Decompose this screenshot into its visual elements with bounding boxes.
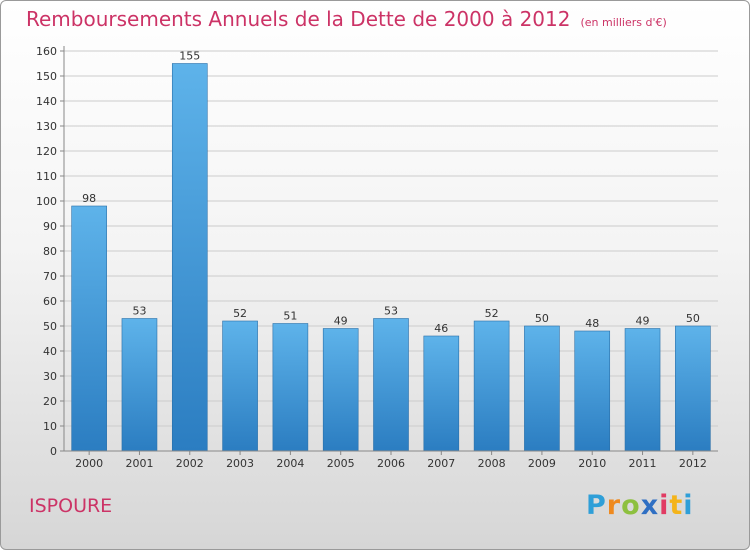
proxiti-logo: Proxiti — [586, 490, 694, 521]
commune-name: ISPOURE — [29, 495, 113, 517]
x-tick-label: 2005 — [327, 457, 355, 470]
data-label: 53 — [132, 305, 146, 318]
x-tick-label: 2002 — [176, 457, 204, 470]
data-label: 49 — [334, 315, 348, 328]
y-tick-label: 130 — [36, 120, 57, 133]
y-tick-label: 30 — [43, 370, 57, 383]
y-tick-label: 160 — [36, 45, 57, 58]
logo-letter: x — [640, 490, 660, 521]
y-tick-label: 150 — [36, 70, 57, 83]
data-label: 50 — [686, 312, 700, 325]
x-tick-label: 2009 — [528, 457, 556, 470]
x-tick-label: 2000 — [75, 457, 103, 470]
bar — [624, 328, 661, 452]
data-label: 51 — [283, 310, 297, 323]
y-tick-label: 20 — [43, 395, 57, 408]
bar — [423, 335, 460, 452]
data-label: 49 — [636, 315, 650, 328]
x-tick-label: 2001 — [125, 457, 153, 470]
bar — [675, 325, 711, 452]
bar — [272, 323, 309, 452]
x-tick-label: 2007 — [427, 457, 455, 470]
bar — [574, 330, 611, 452]
logo-letter: o — [621, 490, 641, 521]
y-tick-label: 80 — [43, 245, 57, 258]
data-label: 48 — [585, 317, 599, 330]
y-tick-label: 60 — [43, 295, 57, 308]
chart-subtitle: (en milliers d'€) — [580, 16, 667, 29]
chart-title: Remboursements Annuels de la Dette de 20… — [26, 7, 667, 31]
y-tick-label: 140 — [36, 95, 57, 108]
y-tick-label: 10 — [43, 420, 57, 433]
x-tick-label: 2010 — [578, 457, 606, 470]
data-label: 155 — [179, 50, 200, 63]
data-label: 53 — [384, 305, 398, 318]
bar — [171, 63, 208, 452]
y-tick-label: 40 — [43, 345, 57, 358]
data-label: 46 — [434, 322, 448, 335]
axes: 0 10 20 30 40 50 60 70 80 90 100 110 120 130 140 150 160… — [36, 45, 718, 470]
x-tick-label: 2006 — [377, 457, 405, 470]
data-label: 52 — [233, 307, 247, 320]
y-tick-label: 70 — [43, 270, 57, 283]
bar — [71, 205, 107, 452]
x-tick-label: 2011 — [629, 457, 657, 470]
logo-letter: i — [683, 490, 694, 521]
bars — [71, 63, 711, 452]
data-label: 50 — [535, 312, 549, 325]
y-tick-label: 110 — [36, 170, 57, 183]
y-tick-label: 0 — [50, 445, 57, 458]
data-label: 98 — [82, 192, 96, 205]
bar — [222, 320, 258, 452]
bar — [473, 320, 510, 452]
x-tick-label: 2003 — [226, 457, 254, 470]
x-tick-label: 2004 — [276, 457, 304, 470]
bar — [121, 318, 158, 452]
data-labels: 98 53 155 52 51 49 53 46 52 50 48 49 50 — [82, 50, 700, 336]
logo-letter: P — [586, 490, 607, 521]
y-tick-label: 90 — [43, 220, 57, 233]
logo-letter: r — [606, 490, 622, 521]
logo-letter: i — [659, 490, 670, 521]
chart-title-main: Remboursements Annuels de la Dette de 20… — [26, 7, 571, 31]
logo-letter: t — [669, 490, 684, 521]
x-tick-label: 2008 — [478, 457, 506, 470]
bar — [373, 318, 409, 452]
x-tick-label: 2012 — [679, 457, 707, 470]
y-tick-label: 50 — [43, 320, 57, 333]
y-tick-label: 100 — [36, 195, 57, 208]
data-label: 52 — [485, 307, 499, 320]
y-tick-label: 120 — [36, 145, 57, 158]
bar — [524, 325, 560, 452]
bar — [322, 328, 359, 452]
